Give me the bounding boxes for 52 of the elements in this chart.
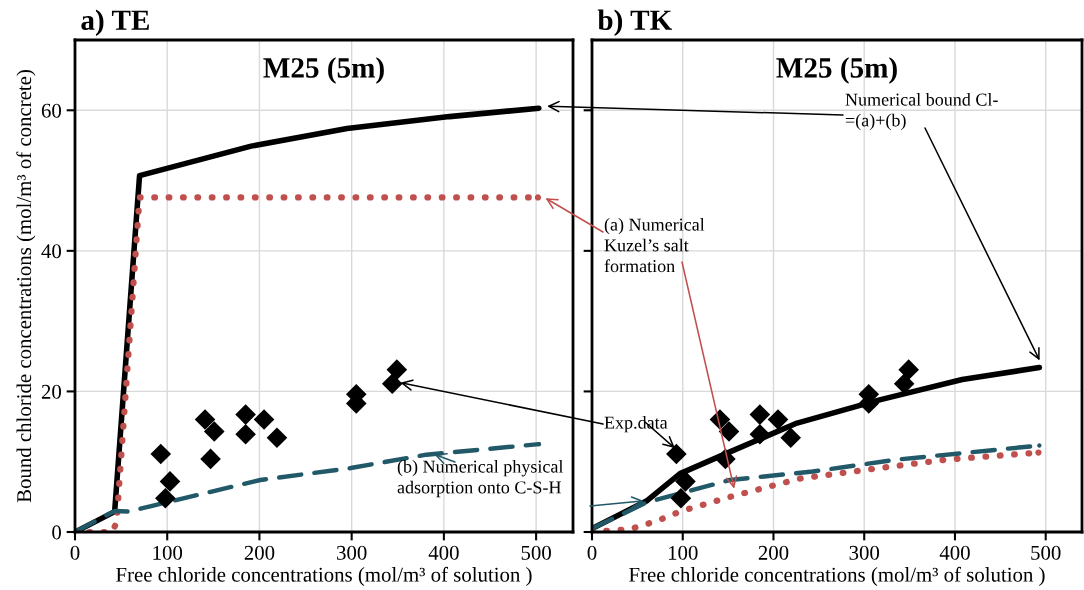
point (386, 359, 408, 380)
point (194, 409, 216, 430)
point (718, 421, 740, 442)
point (159, 471, 181, 492)
x-axis-title: Free chloride concentrations (mol/m³ of solution ) (116, 566, 532, 586)
annotation: (a) Numerical Kuzel’s salt formation (604, 218, 705, 273)
annotation: Numerical bound Cl- =(a)+(b) (845, 93, 998, 131)
x-tick-label: 300 (849, 545, 880, 560)
point (780, 427, 802, 449)
point (534, 194, 542, 201)
point (1035, 449, 1042, 456)
x-tick-label: 300 (337, 545, 367, 560)
chart-title: b) TK (597, 9, 673, 36)
x-tick-label: 200 (244, 545, 275, 560)
y-tick-label: 20 (41, 384, 62, 399)
x-tick-label: 400 (428, 545, 459, 560)
y-tick-label: 0 (52, 525, 62, 540)
point (203, 421, 225, 442)
point (675, 471, 696, 492)
point (381, 373, 403, 394)
x-tick-label: 400 (939, 545, 970, 560)
x-axis-title: Free chloride concentrations (mol/m³ of solution ) (629, 566, 1045, 586)
x-tick-label: 500 (1031, 545, 1061, 560)
x-tick-label: 100 (153, 545, 183, 560)
text: M25 (5m) (776, 57, 897, 84)
annotation: (b) Numerical physical adsorption onto C-S-H (397, 460, 564, 498)
x-tick-label: 200 (758, 545, 789, 560)
point (200, 448, 221, 470)
point (666, 443, 687, 465)
annotation: Exp.data (604, 416, 668, 433)
point (749, 424, 771, 445)
y-axis-title: Bound chloride concentrations (mol/m³ of concrete) (16, 70, 36, 503)
point (253, 409, 275, 430)
point (235, 404, 256, 425)
text: M25 (5m) (263, 57, 384, 84)
y-tick-label: 40 (41, 244, 62, 259)
point (767, 409, 789, 430)
point (150, 443, 172, 465)
x-tick-label: 100 (668, 545, 698, 560)
point (749, 404, 771, 425)
y-tick-label: 60 (41, 103, 62, 118)
x-tick-label: 500 (521, 545, 551, 560)
point (266, 427, 288, 449)
chart-title: a) TE (81, 9, 149, 36)
point (893, 373, 915, 394)
point (155, 487, 176, 509)
point (670, 487, 692, 509)
x-tick-label: 0 (70, 545, 80, 560)
point (898, 359, 919, 380)
point (235, 424, 256, 445)
point (536, 441, 542, 447)
x-tick-label: 0 (587, 545, 597, 560)
